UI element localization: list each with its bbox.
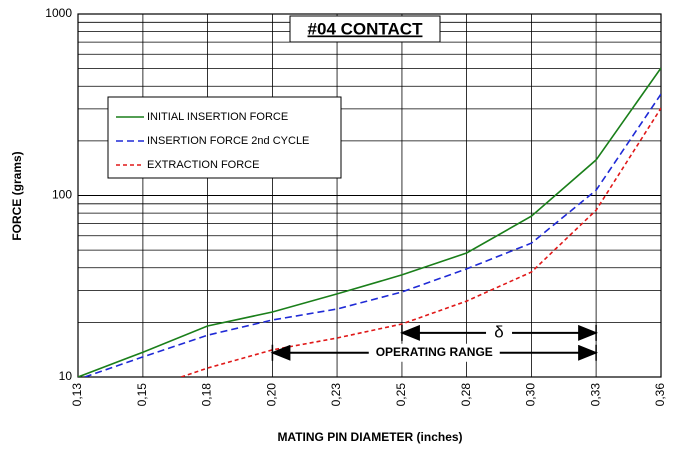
y-tick-label: 100 (52, 188, 72, 202)
y-tick-label: 1000 (45, 6, 72, 20)
plot-frame (77, 13, 662, 378)
x-axis-label: MATING PIN DIAMETER (inches) (277, 430, 462, 444)
x-tick-label: 0,36 (653, 383, 667, 407)
x-tick-label: 0,25 (394, 383, 408, 407)
x-tick-label: 0,15 (135, 383, 149, 407)
title-box (289, 15, 441, 43)
x-tick-label: 0,13 (70, 383, 84, 407)
plot-area (78, 67, 661, 377)
annotation-label: OPERATING RANGE (376, 345, 493, 359)
data-line (180, 107, 661, 377)
x-tick-label: 0,20 (265, 383, 279, 407)
legend-label: INSERTION FORCE 2nd CYCLE (147, 135, 309, 147)
data-line (78, 67, 661, 377)
chart-title: #04 CONTACT (308, 19, 424, 38)
x-tick-label: 0,18 (200, 383, 214, 407)
annotation-bg (368, 343, 500, 362)
x-tick-label: 0,23 (329, 383, 343, 407)
legend-label: EXTRACTION FORCE (147, 159, 259, 171)
annotation-bg (486, 323, 513, 342)
x-tick-label: 0,28 (459, 383, 473, 407)
data-line (84, 93, 661, 377)
y-axis-label: FORCE (grams) (10, 151, 24, 240)
legend-label: INITIAL INSERTION FORCE (147, 111, 288, 123)
x-tick-label: 0,30 (524, 383, 538, 407)
annotation-label: δ (494, 322, 503, 341)
y-tick-label: 10 (59, 369, 73, 383)
x-tick-label: 0,33 (588, 383, 602, 407)
legend-box (107, 96, 342, 179)
